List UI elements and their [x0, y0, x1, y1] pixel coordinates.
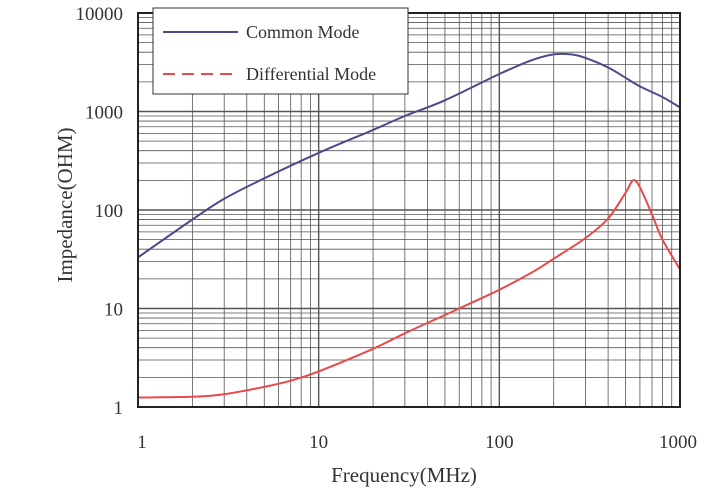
x-tick-label: 100 [485, 432, 514, 453]
y-tick-label: 10000 [76, 4, 124, 25]
series-line-common-mode [137, 52, 681, 259]
legend-box [152, 7, 409, 95]
y-tick-labels: 1 10 100 1000 10000 [76, 4, 124, 419]
series-layer [137, 52, 681, 399]
x-tick-labels: 1 10 100 1000 [137, 432, 697, 453]
legend-label-common-mode: Common Mode [246, 22, 360, 42]
y-tick-label: 1 [114, 398, 124, 419]
plot-frame [137, 12, 681, 408]
x-tick-label: 1000 [659, 432, 697, 453]
y-tick-label: 1000 [85, 103, 123, 124]
y-tick-label: 10 [104, 300, 123, 321]
x-tick-label: 1 [137, 432, 147, 453]
x-axis-label: Frequency(MHz) [331, 463, 477, 487]
legend-label-differential-mode: Differential Mode [246, 64, 376, 84]
y-axis-label: Impedance(OHM) [53, 127, 77, 282]
y-tick-label: 100 [95, 201, 124, 222]
legend: Common Mode Differential Mode [152, 7, 409, 95]
series-line-differential-mode [137, 179, 681, 399]
x-tick-label: 10 [309, 432, 328, 453]
